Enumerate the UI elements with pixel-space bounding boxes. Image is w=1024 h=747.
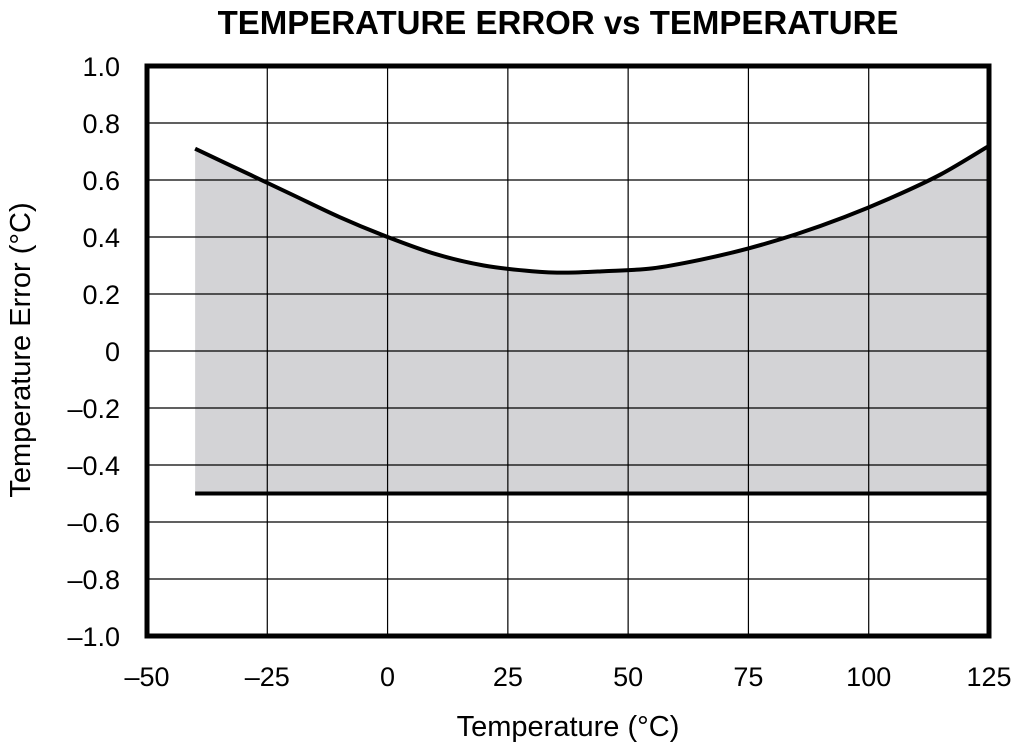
y-tick-label: –0.6: [67, 508, 120, 538]
x-tick-label: 125: [966, 662, 1011, 692]
y-tick-label: 0: [105, 337, 120, 367]
plot-frame: [144, 63, 992, 639]
y-tick-label: –0.4: [67, 451, 120, 481]
x-tick-label: 75: [733, 662, 763, 692]
y-tick-label: –0.8: [67, 565, 120, 595]
y-axis-ticks: 1.0 0.8 0.6 0.4 0.2 0 –0.2 –0.4 –0.6 –0.8 –1.0: [67, 52, 120, 652]
x-tick-label: 50: [613, 662, 643, 692]
plot-area: [144, 63, 992, 639]
y-tick-label: 0.4: [82, 223, 120, 253]
y-tick-label: 0.6: [82, 166, 120, 196]
y-tick-label: –1.0: [67, 622, 120, 652]
chart-title: TEMPERATURE ERROR vs TEMPERATURE: [218, 4, 899, 41]
x-tick-label: 25: [493, 662, 523, 692]
x-axis-ticks: –50 –25 0 25 50 75 100 125: [124, 662, 1011, 692]
y-axis-label: Temperature Error (°C): [5, 202, 37, 497]
x-axis-label: Temperature (°C): [457, 711, 680, 743]
y-tick-label: 1.0: [82, 52, 120, 82]
y-tick-label: 0.2: [82, 280, 120, 310]
x-tick-label: –50: [124, 662, 169, 692]
y-tick-label: 0.8: [82, 109, 120, 139]
x-tick-label: 0: [380, 662, 395, 692]
y-tick-label: –0.2: [67, 394, 120, 424]
x-tick-label: 100: [846, 662, 891, 692]
x-tick-label: –25: [245, 662, 290, 692]
error-band-area: [195, 145, 990, 494]
upper-error-line: [194, 144, 991, 275]
